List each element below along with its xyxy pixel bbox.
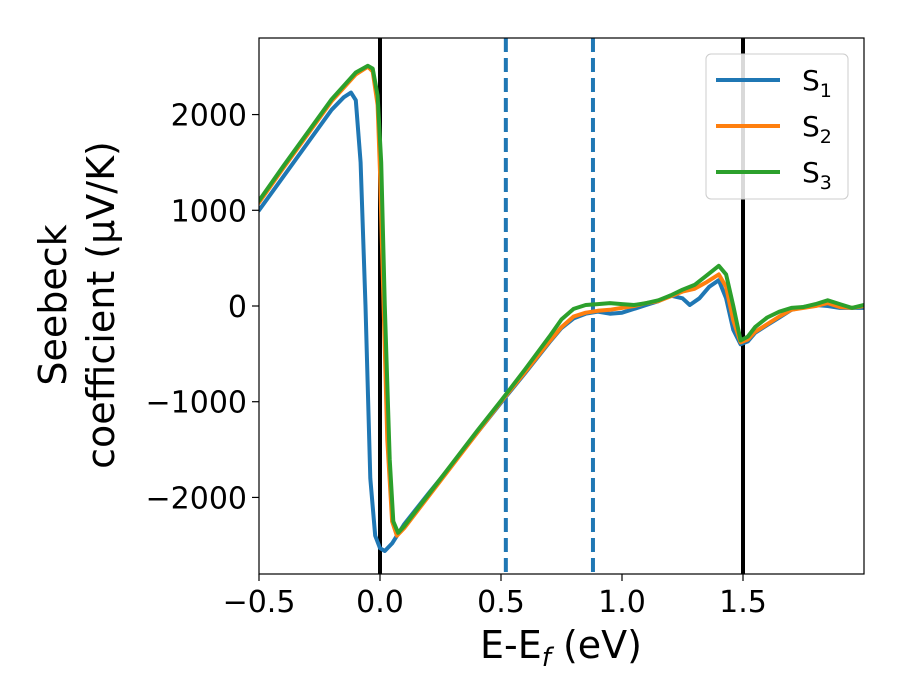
- series-line-s3: [259, 63, 864, 535]
- legend-label-s1: S1: [802, 64, 832, 102]
- y-axis-title-line1: Seebeck: [31, 224, 75, 385]
- y-tick-label: 1000: [171, 194, 247, 229]
- y-tick-label: −2000: [146, 481, 247, 516]
- y-tick-label: −1000: [146, 386, 247, 421]
- x-tick-label: 0.0: [356, 585, 404, 620]
- y-axis: −2000 −1000 0 1000 2000: [146, 99, 259, 516]
- series-layer: [259, 63, 864, 553]
- x-axis: −0.5 0.0 0.5 1.0 1.5: [223, 574, 767, 620]
- legend-label-s3: S3: [802, 156, 832, 194]
- x-axis-title: E-Ef (eV): [480, 623, 642, 673]
- legend: S1 S2 S3: [705, 53, 849, 200]
- y-tick-label: 0: [228, 290, 247, 325]
- x-tick-label: 1.5: [719, 585, 767, 620]
- x-tick-label: 1.0: [598, 585, 646, 620]
- legend-label-s2: S2: [802, 110, 832, 148]
- y-tick-label: 2000: [171, 99, 247, 134]
- x-tick-label: 0.5: [477, 585, 525, 620]
- x-axis-title-unit: (eV): [551, 623, 642, 667]
- x-tick-label: −0.5: [223, 585, 296, 620]
- y-axis-title-line2: coefficient (μV/K): [79, 141, 123, 469]
